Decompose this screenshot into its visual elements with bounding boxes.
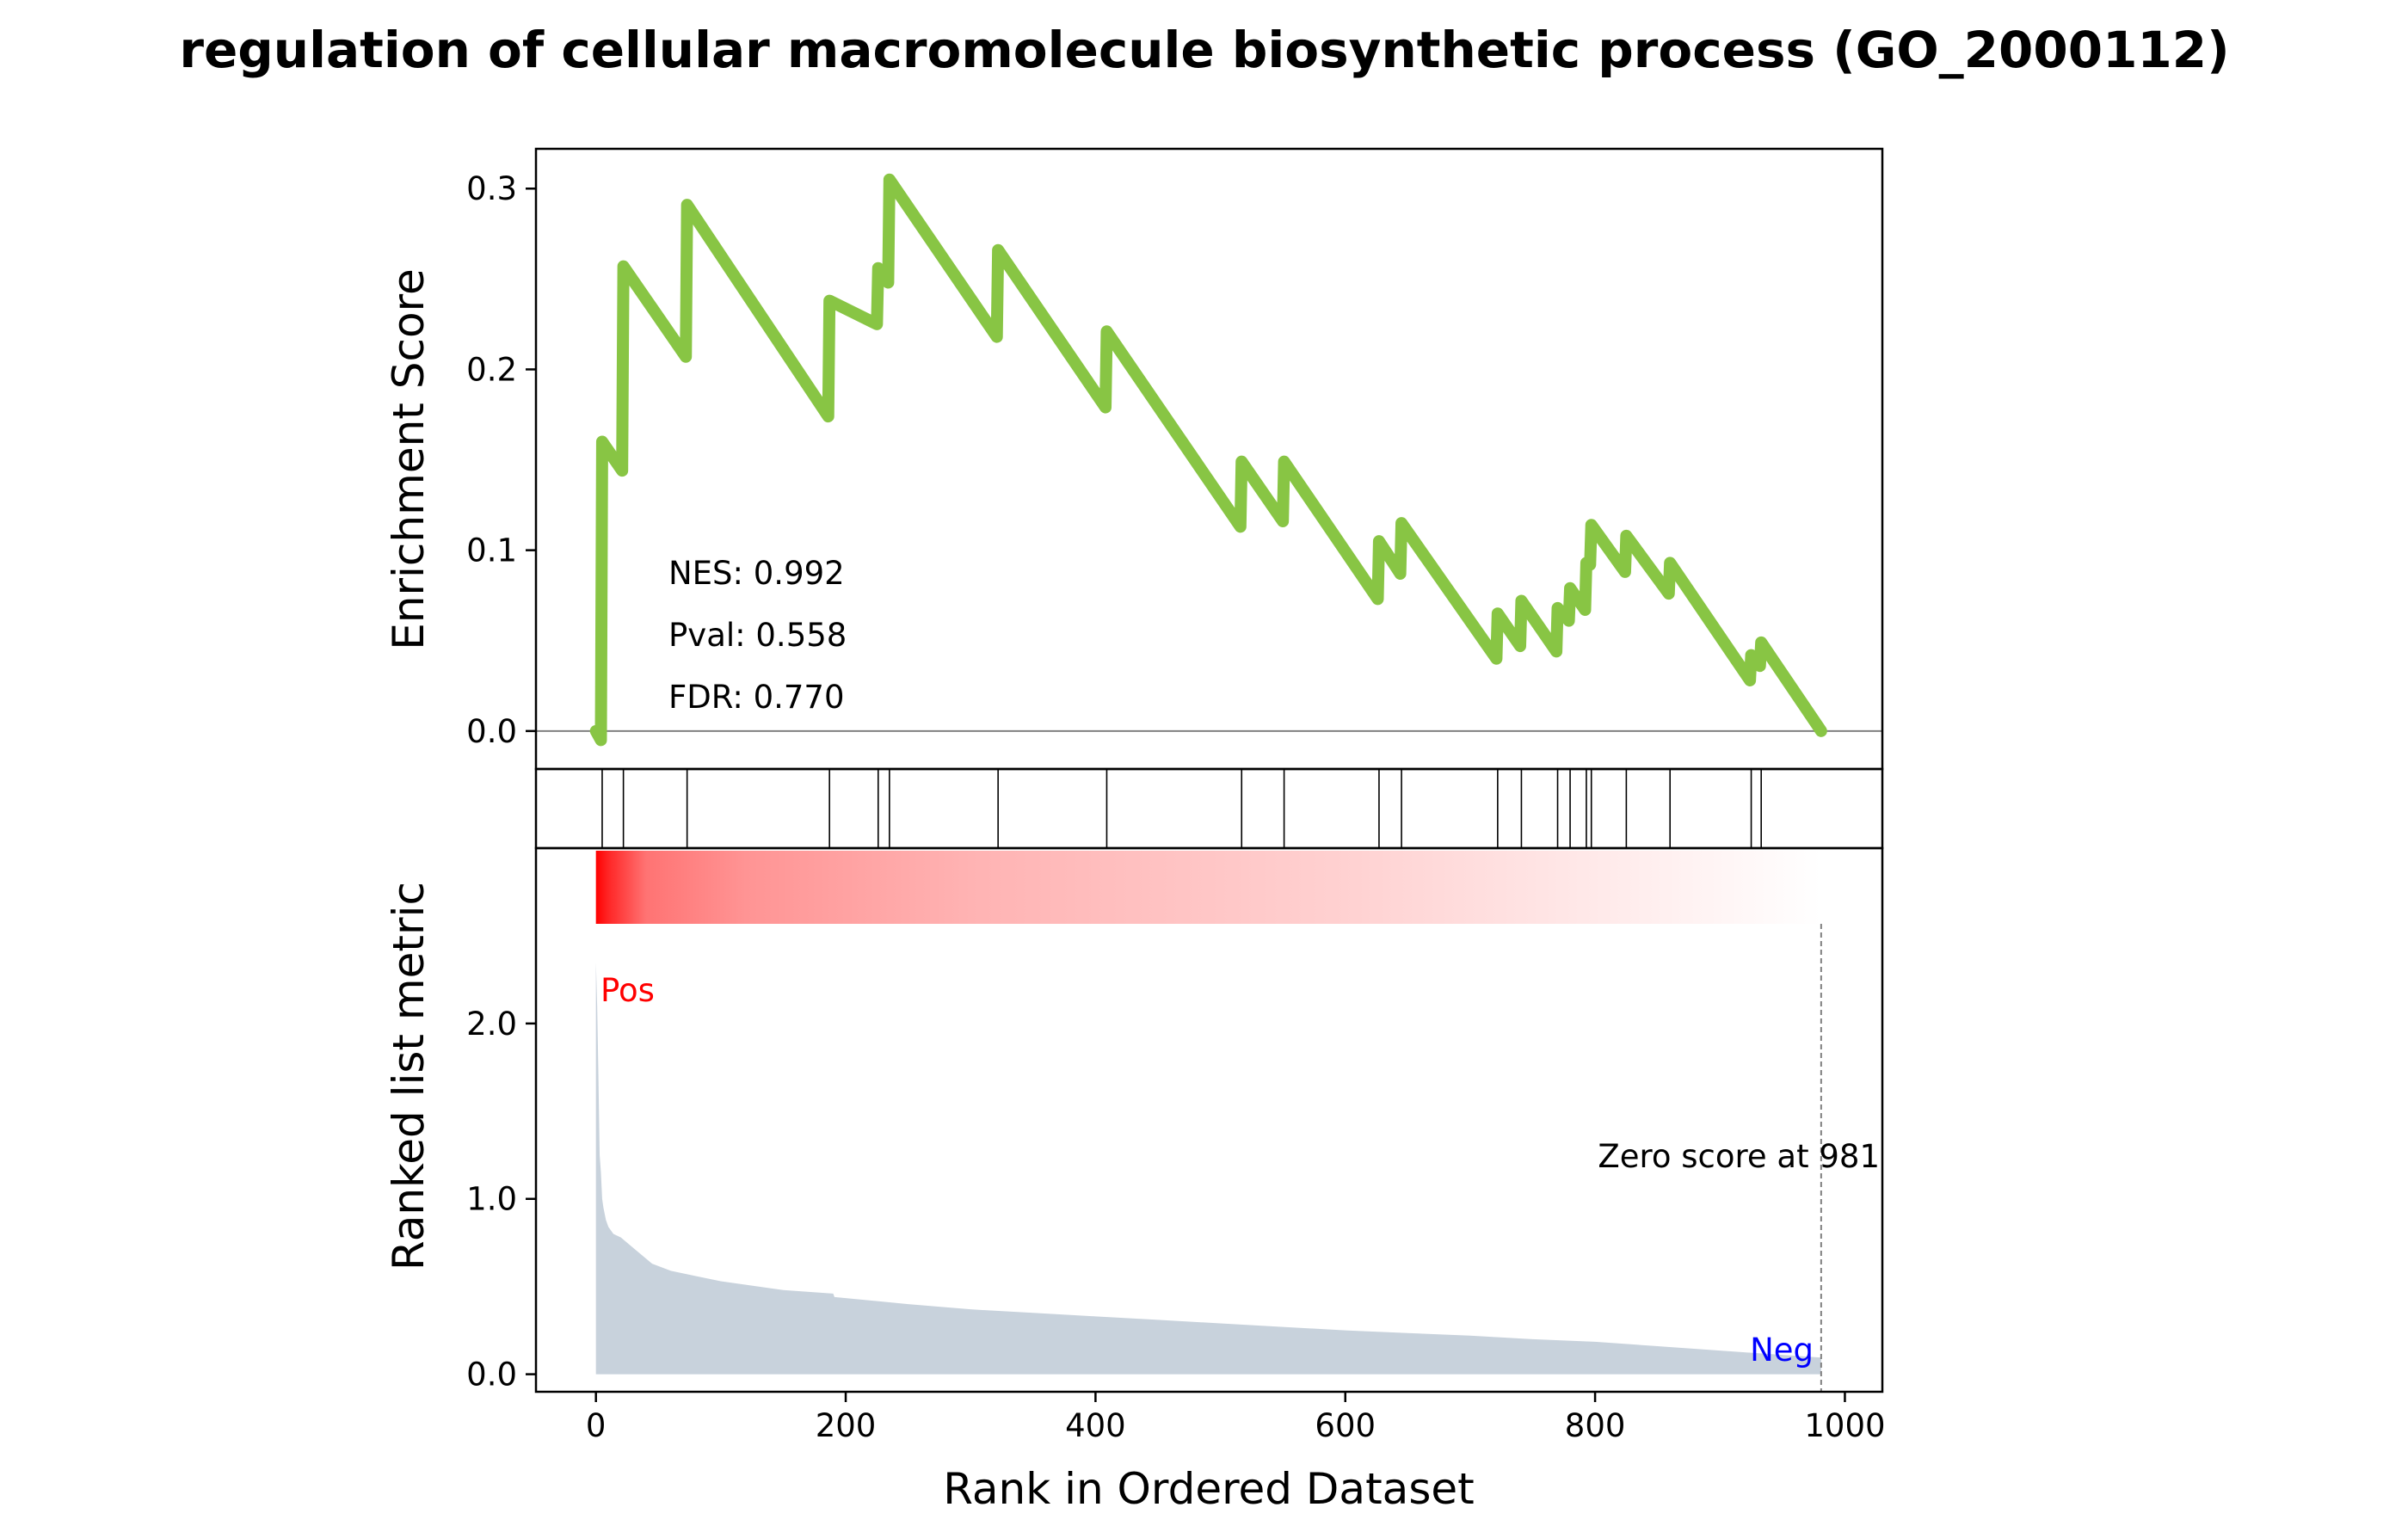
x-tick-label: 400: [1065, 1407, 1126, 1444]
ranked-metric-y-tick-label: 2.0: [466, 1006, 517, 1043]
ranked-metric-y-axis: 0.0 1.0 2.0: [466, 1006, 536, 1393]
hits-panel: [534, 767, 1884, 850]
ranked-metric-panel-frame: [534, 846, 1884, 1393]
enrichment-y-axis-label: Enrichment Score: [384, 268, 434, 650]
enrichment-panel: 0.0 0.1 0.2 0.3 NES: 0.992 Pval: 0.558 FDR:…: [384, 147, 1884, 771]
hit-lines: [601, 769, 1762, 848]
ranked-metric-y-tick-label: 1.0: [466, 1181, 517, 1218]
hits-panel-frame: [534, 767, 1884, 850]
x-tick-label: 800: [1565, 1407, 1626, 1444]
x-tick-label: 0: [586, 1407, 607, 1444]
pos-label: Pos: [600, 972, 655, 1009]
ranked-metric-panel: 0.0 1.0 2.0 Pos Neg Zero score at 981 Rank…: [384, 846, 1884, 1393]
ranked-metric-y-tick-label: 0.0: [466, 1357, 517, 1393]
pval-annotation: Pval: 0.558: [668, 617, 847, 654]
neg-label: Neg: [1750, 1332, 1814, 1369]
x-tick-label: 1000: [1804, 1407, 1885, 1444]
enrichment-y-tick-label: 0.3: [466, 170, 517, 207]
enrichment-y-tick-label: 0.1: [466, 532, 517, 569]
x-axis: 0 200 400 600 800 1000: [586, 1392, 1886, 1444]
fdr-annotation: FDR: 0.770: [668, 679, 845, 716]
enrichment-panel-frame: [534, 147, 1884, 771]
x-tick-label: 200: [816, 1407, 877, 1444]
ranked-metric-y-axis-label: Ranked list metric: [384, 882, 434, 1270]
rank-heatmap-bar: [595, 851, 1821, 924]
enrichment-score-line: [589, 173, 1827, 747]
ranked-metric-area: [595, 962, 1821, 1375]
enrichment-y-tick-label: 0.0: [466, 713, 517, 750]
x-axis-label: Rank in Ordered Dataset: [943, 1464, 1474, 1514]
chart-title: regulation of cellular macromolecule bio…: [179, 21, 2229, 79]
nes-annotation: NES: 0.992: [668, 555, 845, 592]
zero-score-label: Zero score at 981: [1598, 1138, 1880, 1175]
x-tick-label: 600: [1315, 1407, 1376, 1444]
enrichment-y-axis: 0.0 0.1 0.2 0.3: [466, 170, 536, 750]
enrichment-y-tick-label: 0.2: [466, 351, 517, 388]
